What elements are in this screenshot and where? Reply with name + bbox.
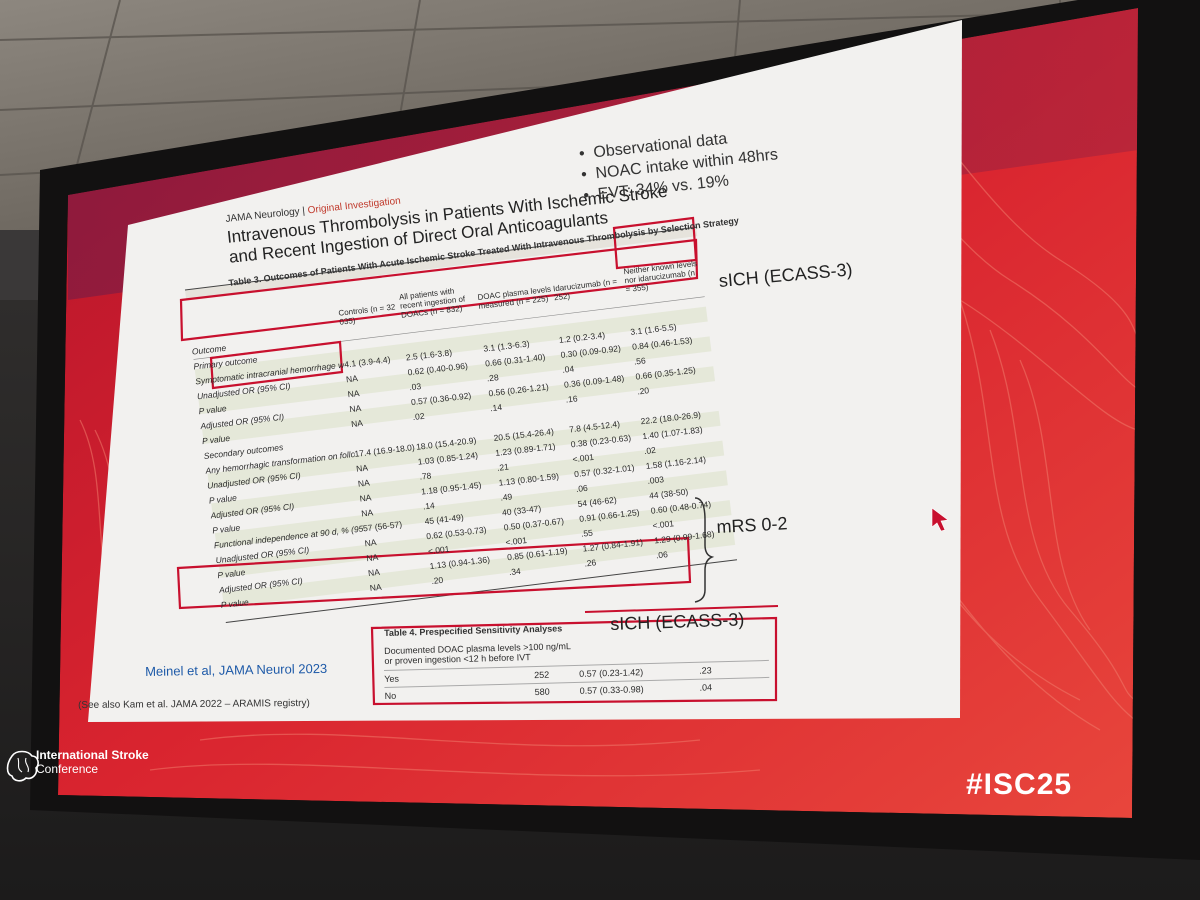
- highlight-mrs-row: [176, 536, 692, 610]
- table3-cell: [341, 327, 403, 334]
- sich-label-top: sICH (ECASS-3): [718, 259, 854, 291]
- table3-cell: [639, 397, 716, 406]
- table4: Yes 252 0.57 (0.23-1.42) .23 No 580 0.57 (0.33…: [384, 659, 770, 704]
- table4-cell: 0.57 (0.33-0.98): [579, 684, 644, 696]
- reference-citation: Meinel et al, JAMA Neurol 2023: [145, 660, 328, 679]
- table3-cell: [480, 310, 556, 319]
- highlight-boxes: [176, 216, 778, 706]
- mrs-brace: [694, 497, 715, 603]
- table4-row-header: Documented DOAC plasma levels >100 ng/mL…: [384, 641, 572, 666]
- table4-cell: 252: [534, 669, 550, 681]
- table3-cell: [492, 414, 568, 423]
- sich-label-bottom: sICH (ECASS-3): [610, 609, 745, 634]
- table3-cell: [414, 423, 491, 432]
- table4-cell: .04: [699, 682, 713, 693]
- highlight-sich-row: [179, 238, 699, 342]
- table4-cell: Yes: [384, 673, 400, 684]
- table4-cell: No: [384, 690, 397, 701]
- journal-divider: |: [301, 205, 306, 217]
- logo-line-2: Conference: [36, 762, 99, 776]
- table3-cell: [557, 316, 629, 324]
- table3-cell: [555, 302, 627, 310]
- bullet-list: • Observational data • NOAC intake withi…: [578, 123, 781, 206]
- table4-cell: .23: [698, 665, 712, 676]
- hashtag: #ISC25: [966, 768, 1073, 801]
- table3-cell: [404, 333, 481, 342]
- sich-underline: [584, 605, 779, 613]
- table4-cell: 580: [534, 686, 550, 698]
- table3-cell: [343, 342, 405, 349]
- table3-cell: [402, 318, 479, 327]
- table3-cell: [482, 325, 558, 334]
- highlight-table4: [370, 616, 778, 706]
- see-also-note: (See also Kam et al. JAMA 2022 – ARAMIS …: [78, 697, 310, 711]
- logo-line-1: International Stroke: [36, 748, 149, 762]
- table4-caption: Table 4. Prespecified Sensitivity Analys…: [384, 623, 563, 638]
- brain-icon: [6, 750, 39, 782]
- highlight-neither-header: [612, 216, 698, 270]
- table3-cell: [353, 431, 415, 438]
- cursor-icon: [931, 507, 949, 532]
- table4-cell: 0.57 (0.23-1.42): [579, 667, 644, 679]
- table3-cell: [629, 308, 706, 317]
- highlight-sich-label: [209, 340, 344, 390]
- isc-logo: International Stroke Conference: [36, 748, 149, 776]
- table3-cell: [627, 293, 704, 302]
- mrs-label: mRS 0-2: [716, 513, 788, 537]
- table3: Controls (n = 32 035) All patients with r…: [186, 242, 733, 612]
- table3-cell: [567, 406, 639, 414]
